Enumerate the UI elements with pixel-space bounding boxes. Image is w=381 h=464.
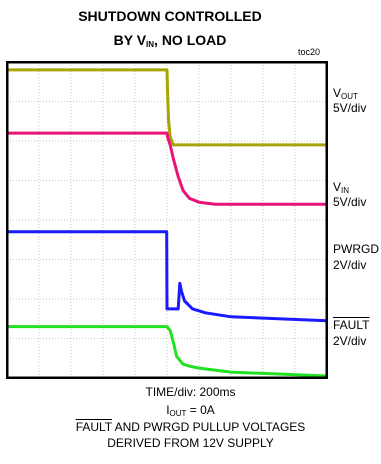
chart-title-line2: BY VIN, NO LOAD xyxy=(113,32,227,49)
vin-label: VIN xyxy=(333,180,350,195)
pwrgd-scale: 2V/div xyxy=(333,258,367,272)
oscilloscope-plot xyxy=(6,61,328,379)
fault-label: FAULT xyxy=(333,318,370,332)
vout-trace xyxy=(7,68,327,147)
supply-caption: DERIVED FROM 12V SUPPLY xyxy=(107,436,274,450)
vout-label: VOUT xyxy=(333,86,358,101)
chart-title-line1: SHUTDOWN CONTROLLED xyxy=(78,8,262,24)
fault-scale: 2V/div xyxy=(333,334,367,348)
traces xyxy=(7,68,328,378)
vin-scale: 5V/div xyxy=(333,195,367,209)
time-per-div: TIME/div: 200ms xyxy=(145,385,236,399)
pwrgd-label: PWRGD xyxy=(333,242,379,256)
vin-trace xyxy=(7,131,327,206)
plot-frame xyxy=(6,61,328,379)
fault-trace xyxy=(7,325,328,378)
figure-tag: toc20 xyxy=(298,47,321,57)
iout-caption: IOUT = 0A xyxy=(166,403,215,418)
pullup-caption: FAULT AND PWRGD PULLUP VOLTAGES xyxy=(75,420,306,434)
vout-scale: 5V/div xyxy=(333,101,367,115)
pwrgd-trace xyxy=(7,230,328,323)
